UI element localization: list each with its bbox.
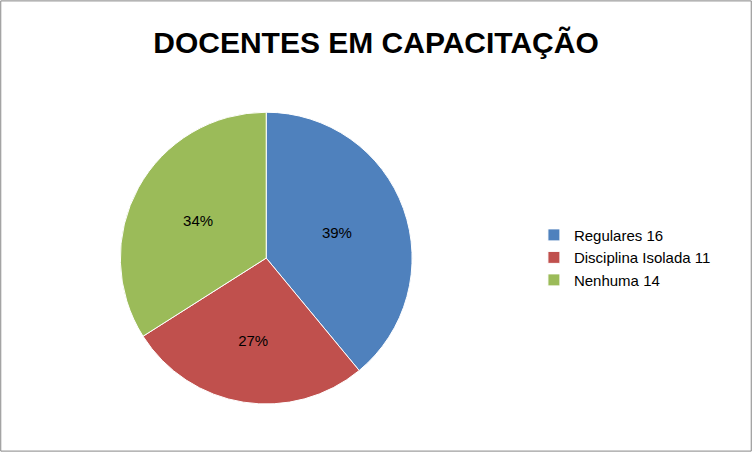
svg-text:Nenhuma 14: Nenhuma 14 [574, 272, 660, 289]
svg-text:34%: 34% [183, 212, 213, 229]
svg-text:Disciplina Isolada 11: Disciplina Isolada 11 [574, 249, 710, 266]
svg-text:Regulares 16: Regulares 16 [574, 227, 663, 244]
svg-text:39%: 39% [322, 224, 352, 241]
svg-text:27%: 27% [238, 332, 268, 349]
svg-text:DOCENTES EM CAPACITAÇÃO: DOCENTES EM CAPACITAÇÃO [153, 26, 599, 59]
